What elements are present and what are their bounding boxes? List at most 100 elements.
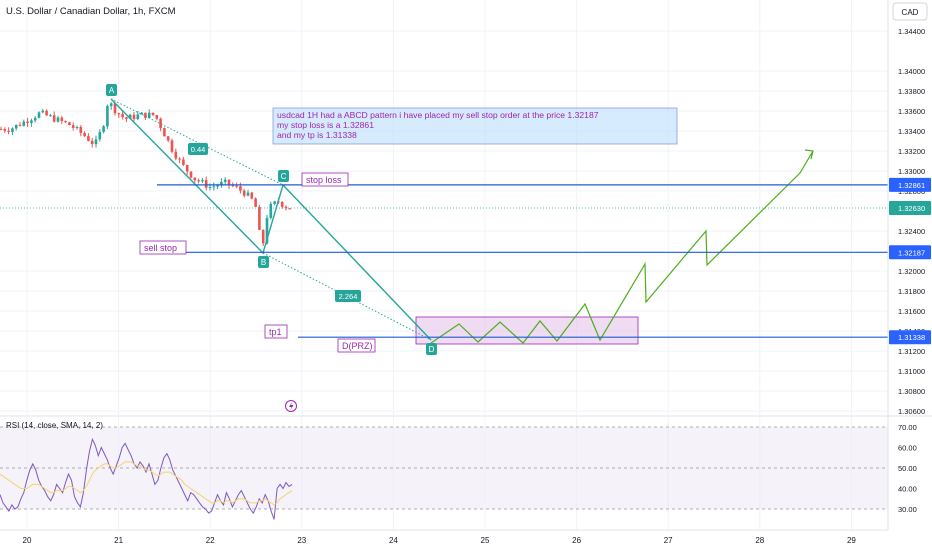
time-tick: 23 <box>297 536 306 545</box>
price-tick: 1.34000 <box>898 67 925 76</box>
candle-body <box>151 112 155 116</box>
price-tick: 1.31600 <box>898 307 925 316</box>
time-tick: 28 <box>755 536 764 545</box>
candle-body <box>56 117 60 122</box>
candle-body <box>246 192 250 196</box>
candle-body <box>193 177 197 181</box>
ratio-label: 0.44 <box>191 145 206 154</box>
candle-body <box>26 121 29 124</box>
rsi-tick: 60.00 <box>898 444 917 453</box>
candle-body <box>223 179 227 182</box>
sell-stop-label: sell stop <box>144 243 177 253</box>
abcd-legs <box>110 98 432 341</box>
candle-body <box>132 114 136 120</box>
time-tick: 21 <box>114 536 123 545</box>
candle-body <box>98 131 102 140</box>
price-tag: 1.31338 <box>898 333 925 342</box>
horizontal-levels: stop loss sell stop tp1 <box>0 172 888 339</box>
candle-body <box>18 124 22 126</box>
rsi-panel: RSI (14, close, SMA, 14, 2) <box>0 421 888 520</box>
candle-body <box>280 201 284 207</box>
annotation-line: and my tp is 1.31338 <box>277 130 357 140</box>
price-tick: 1.31200 <box>898 347 925 356</box>
candle-body <box>163 128 166 137</box>
candle-body <box>37 112 41 118</box>
candle-body <box>197 180 200 182</box>
currency-button-label: CAD <box>902 8 919 17</box>
rsi-title: RSI (14, close, SMA, 14, 2) <box>6 421 103 430</box>
point-label: A <box>109 86 115 95</box>
price-tick: 1.30600 <box>898 407 925 416</box>
price-tick: 1.31000 <box>898 367 925 376</box>
price-tag: 1.32861 <box>898 181 925 190</box>
point-label: C <box>281 172 287 181</box>
price-tick: 1.33200 <box>898 147 925 156</box>
ratio-label: 2.264 <box>339 292 358 301</box>
point-label: D <box>429 345 435 354</box>
candle-body <box>68 122 71 126</box>
candle-body <box>216 185 219 187</box>
currency-button[interactable]: CAD <box>892 2 928 21</box>
candle-body <box>71 125 75 128</box>
candle-body <box>106 105 109 127</box>
candle-body <box>64 120 67 123</box>
candle-body <box>265 217 269 244</box>
candle-body <box>113 103 117 114</box>
ac-ratio-line <box>110 98 284 186</box>
candle-body <box>125 117 128 119</box>
candle-body <box>109 103 113 106</box>
candle-body <box>0 129 3 130</box>
price-tick: 1.30800 <box>898 387 925 396</box>
time-tick: 22 <box>206 536 215 545</box>
price-tag: 1.32187 <box>898 248 925 257</box>
candle-body <box>87 136 90 141</box>
price-axis[interactable]: 1.34400 1.34000 1.33800 1.33600 1.33400 1.332… <box>887 0 931 530</box>
candle-body <box>117 113 121 115</box>
candle-body <box>140 112 143 115</box>
abcd-pattern: A B C D 0.44 2.264 D(PRZ) <box>106 84 814 355</box>
candle-body <box>128 114 132 119</box>
price-tick: 1.31800 <box>898 287 925 296</box>
flash-icon-glyph <box>289 402 294 411</box>
candle-body <box>227 179 231 186</box>
candle-body <box>212 186 216 188</box>
candle-body <box>136 114 140 120</box>
candle-body <box>185 164 189 172</box>
point-badge <box>426 343 437 355</box>
candles <box>0 101 292 247</box>
candle-body <box>22 121 26 126</box>
candle-body <box>33 117 37 121</box>
point-badge <box>278 170 289 182</box>
prz-zone <box>415 316 639 345</box>
time-tick: 29 <box>847 536 856 545</box>
time-tick: 20 <box>23 536 32 545</box>
candle-body <box>258 206 261 230</box>
time-tick: 25 <box>481 536 490 545</box>
candle-body <box>144 112 147 118</box>
price-tag-box <box>889 330 931 345</box>
candle-body <box>261 229 265 244</box>
candle-body <box>94 139 98 145</box>
annotation-line: usdcad 1H had a ABCD pattern i have plac… <box>277 110 599 120</box>
annotation-line: my stop loss is a 1.32861 <box>277 120 374 130</box>
candle-body <box>60 117 64 121</box>
time-axis[interactable]: 2021222324252627282920242 <box>0 529 932 545</box>
candle-body <box>45 110 48 116</box>
price-tick: 1.33600 <box>898 107 925 116</box>
stop-loss-label-box <box>301 172 349 187</box>
candle-body <box>273 201 276 204</box>
candle-body <box>75 126 79 128</box>
price-tag-box <box>889 201 931 215</box>
time-tick: 27 <box>664 536 673 545</box>
candle-body <box>178 158 181 160</box>
ratio-badge <box>188 143 208 155</box>
candle-body <box>242 190 246 196</box>
time-tick: 26 <box>572 536 581 545</box>
candle-body <box>231 185 235 187</box>
candle-body <box>102 126 105 132</box>
candle-body <box>284 206 288 209</box>
rsi-tick: 30.00 <box>898 505 917 514</box>
price-tick: 1.34400 <box>898 27 925 36</box>
candle-body <box>254 198 257 207</box>
price-tag-box <box>889 177 931 192</box>
